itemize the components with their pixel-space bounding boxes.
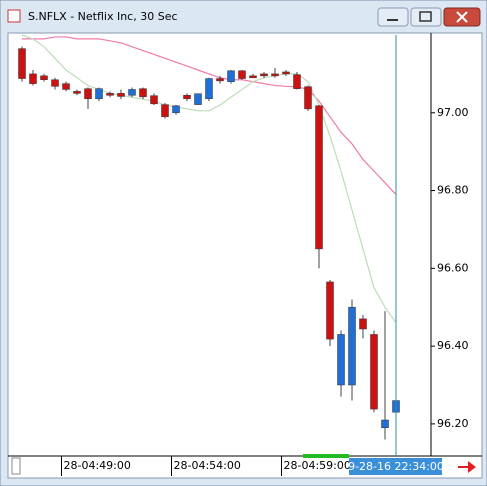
app-icon [7,9,21,23]
candle-body [381,419,389,429]
candle-body [150,95,158,105]
candle-body [29,73,37,84]
x-tick-label: 28-04:54:00 [174,459,241,472]
scroll-right-arrow[interactable] [458,461,476,473]
candle-body [106,93,114,96]
candle-body [282,71,290,75]
candle-body [315,105,323,250]
candle-body [139,88,147,98]
candle-body [183,95,191,100]
y-tick-label: 96.80 [437,184,469,197]
candle-body [18,48,26,79]
x-tick-label: 28-04:49:00 [64,459,131,472]
session-bar [303,454,349,458]
maximize-icon [419,11,432,22]
y-tick-label: 96.60 [437,261,469,274]
candle-body [249,75,257,79]
candle-body [304,86,312,110]
candle-body [128,89,136,96]
candle-body [95,88,103,100]
candle-body [117,93,125,97]
moving-average [21,34,397,324]
candle-body [238,70,246,79]
candle-body [227,70,235,82]
candle-body [370,334,378,410]
y-tick-label: 96.40 [437,339,469,352]
close-icon [456,11,468,23]
candle-body [359,318,367,330]
candle-body [172,105,180,114]
y-tick-label: 96.20 [437,417,469,430]
candle-body [62,83,70,90]
y-tick-label: 97.00 [437,106,469,119]
candle-body [260,73,268,77]
candle-body [51,79,59,87]
candle-body [40,75,48,80]
candle-body [205,78,213,100]
x-tick-label: 28-04:59:00 [284,459,351,472]
moving-average [22,36,397,195]
cursor-label-box [349,458,442,475]
candle-body [271,73,279,77]
maximize-button[interactable] [410,7,442,27]
candle-body [194,93,202,105]
cursor-label: 9-28-16 22:34:00 [348,460,444,473]
minimize-button[interactable] [377,7,409,27]
candle-body [337,334,345,386]
candle-body [348,306,356,386]
chart-panel [7,32,483,479]
candle-body [326,281,334,340]
candle-body [293,74,301,89]
window-title: S.NFLX - Netflix Inc, 30 Sec [28,10,178,23]
candle-body [161,104,169,117]
candle-body [73,91,81,94]
candle-body [216,78,224,82]
scroll-box[interactable] [11,457,21,475]
candle-body [84,88,92,100]
